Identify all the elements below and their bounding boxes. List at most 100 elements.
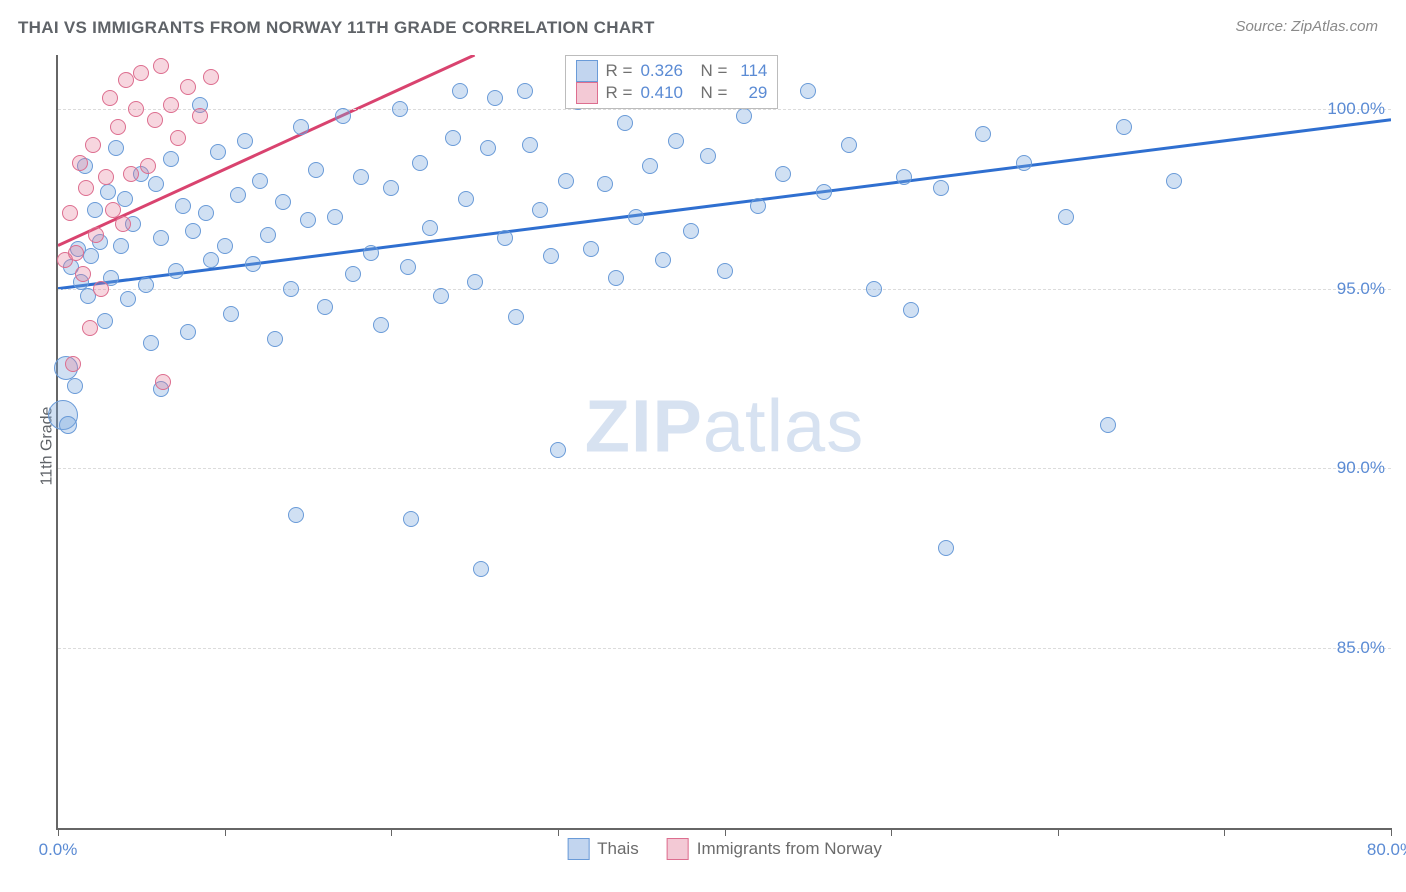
scatter-point	[59, 416, 77, 434]
scatter-point	[88, 227, 104, 243]
scatter-point	[683, 223, 699, 239]
scatter-point	[608, 270, 624, 286]
scatter-point	[400, 259, 416, 275]
scatter-point	[1116, 119, 1132, 135]
scatter-point	[120, 291, 136, 307]
scatter-point	[237, 133, 253, 149]
scatter-point	[327, 209, 343, 225]
legend-swatch	[576, 82, 598, 104]
scatter-point	[108, 140, 124, 156]
stat-n: 114	[735, 61, 767, 81]
scatter-point	[118, 72, 134, 88]
scatter-point	[83, 248, 99, 264]
scatter-point	[180, 79, 196, 95]
scatter-point	[72, 155, 88, 171]
scatter-point	[583, 241, 599, 257]
scatter-point	[85, 137, 101, 153]
scatter-point	[203, 69, 219, 85]
scatter-point	[147, 112, 163, 128]
legend-swatch	[667, 838, 689, 860]
scatter-point	[938, 540, 954, 556]
scatter-point	[655, 252, 671, 268]
scatter-point	[866, 281, 882, 297]
x-tick	[558, 828, 559, 836]
gridline	[58, 648, 1391, 649]
scatter-point	[168, 263, 184, 279]
scatter-point	[293, 119, 309, 135]
stats-legend-row: R = 0.410 N = 29	[576, 82, 768, 104]
scatter-point	[433, 288, 449, 304]
scatter-point	[230, 187, 246, 203]
scatter-point	[192, 108, 208, 124]
scatter-point	[153, 58, 169, 74]
scatter-point	[363, 245, 379, 261]
scatter-point	[317, 299, 333, 315]
scatter-point	[335, 108, 351, 124]
scatter-point	[467, 274, 483, 290]
scatter-point	[628, 209, 644, 225]
scatter-point	[133, 65, 149, 81]
scatter-point	[473, 561, 489, 577]
scatter-point	[487, 90, 503, 106]
gridline	[58, 109, 1391, 110]
scatter-point	[283, 281, 299, 297]
scatter-point	[458, 191, 474, 207]
scatter-point	[148, 176, 164, 192]
x-tick	[891, 828, 892, 836]
scatter-point	[816, 184, 832, 200]
x-tick	[1224, 828, 1225, 836]
x-tick-label: 0.0%	[39, 840, 78, 860]
stat-n: 29	[735, 83, 767, 103]
scatter-point	[87, 202, 103, 218]
legend-label: Immigrants from Norway	[697, 839, 882, 859]
scatter-point	[353, 169, 369, 185]
legend-item: Thais	[567, 838, 639, 860]
scatter-point	[308, 162, 324, 178]
scatter-point	[617, 115, 633, 131]
scatter-point	[138, 277, 154, 293]
scatter-point	[392, 101, 408, 117]
scatter-point	[275, 194, 291, 210]
scatter-point	[383, 180, 399, 196]
scatter-point	[700, 148, 716, 164]
scatter-point	[903, 302, 919, 318]
scatter-point	[717, 263, 733, 279]
scatter-point	[543, 248, 559, 264]
scatter-point	[170, 130, 186, 146]
gridline	[58, 468, 1391, 469]
scatter-point	[1058, 209, 1074, 225]
scatter-point	[123, 166, 139, 182]
stat-label: N =	[691, 83, 727, 103]
scatter-point	[532, 202, 548, 218]
scatter-point	[260, 227, 276, 243]
scatter-point	[517, 83, 533, 99]
scatter-point	[140, 158, 156, 174]
scatter-point	[163, 151, 179, 167]
scatter-point	[82, 320, 98, 336]
series-legend: Thais Immigrants from Norway	[567, 838, 882, 860]
scatter-point	[78, 180, 94, 196]
scatter-point	[800, 83, 816, 99]
legend-label: Thais	[597, 839, 639, 859]
y-tick-label: 95.0%	[1337, 279, 1385, 299]
scatter-point	[93, 281, 109, 297]
scatter-point	[143, 335, 159, 351]
stat-label: R =	[606, 83, 633, 103]
scatter-point	[67, 378, 83, 394]
scatter-point	[100, 184, 116, 200]
scatter-point	[175, 198, 191, 214]
scatter-point	[203, 252, 219, 268]
x-tick	[725, 828, 726, 836]
stat-label: N =	[691, 61, 727, 81]
scatter-point	[508, 309, 524, 325]
scatter-point	[558, 173, 574, 189]
scatter-point	[180, 324, 196, 340]
scatter-point	[497, 230, 513, 246]
scatter-point	[736, 108, 752, 124]
scatter-point	[345, 266, 361, 282]
x-tick	[225, 828, 226, 836]
scatter-point	[896, 169, 912, 185]
scatter-point	[403, 511, 419, 527]
x-tick	[58, 828, 59, 836]
scatter-point	[68, 245, 84, 261]
